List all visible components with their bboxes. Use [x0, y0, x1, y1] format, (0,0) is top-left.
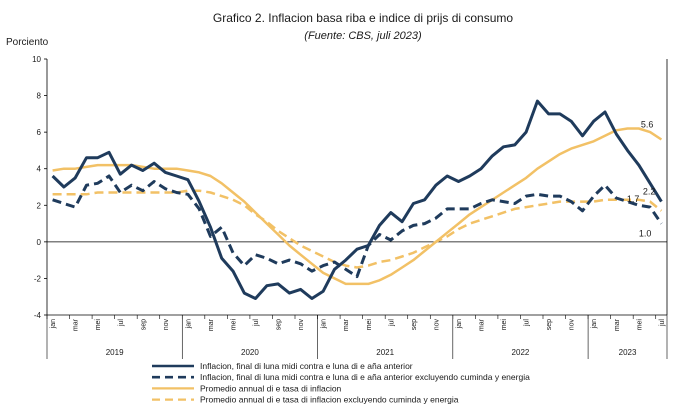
axes: -4 -2 0 2 4 6 8 10 jan mar mei jul sep nov jan mar mei ju…: [32, 55, 668, 359]
x-tick-label: jan: [591, 319, 598, 329]
x-tick-label: nov: [163, 319, 170, 331]
y-tick-label: 10: [32, 55, 41, 64]
x-tick-label: mar: [343, 318, 350, 331]
x-tick-label: jul: [659, 319, 666, 327]
series-lines: [51, 99, 663, 300]
end-value-label: 5.6: [641, 119, 654, 129]
x-tick-label: mar: [208, 318, 215, 331]
x-tick-label: sep: [140, 319, 147, 330]
x-tick-label: nov: [433, 319, 440, 331]
x-tick-label: jan: [456, 319, 463, 329]
year-label: 2022: [512, 348, 530, 357]
x-tick-label: mei: [231, 319, 238, 331]
x-tick-label: nov: [298, 319, 305, 331]
y-tick-label: 4: [37, 165, 42, 174]
year-label: 2023: [619, 348, 637, 357]
end-value-label: 2.2: [643, 187, 656, 197]
x-tick-label: mar: [614, 318, 621, 331]
x-tick-label: sep: [276, 319, 283, 330]
y-tick-label: 6: [37, 128, 42, 137]
y-tick-label: 0: [37, 238, 42, 247]
series-line: [52, 189, 663, 269]
x-tick-label: jul: [524, 319, 531, 327]
end-value-label: 1.7: [627, 194, 640, 204]
x-tick-label: mar: [479, 318, 486, 331]
x-tick-label: jan: [321, 319, 328, 329]
x-tick-label: sep: [546, 319, 553, 330]
y-tick-label: -4: [34, 311, 42, 320]
x-tick-label: mei: [501, 319, 508, 331]
x-tick-label: jul: [388, 319, 395, 327]
x-tick-label: sep: [411, 319, 418, 330]
x-tick-label: mar: [73, 318, 80, 331]
end-labels: 2.2 1.0 5.6 1.7: [627, 119, 656, 238]
legend-label: Promedio annual di e tasa di inflacion: [200, 383, 342, 393]
series-line: [52, 127, 663, 286]
legend: Inflacion, final di luna midi contra e l…: [152, 361, 530, 405]
x-tick-label: nov: [569, 319, 576, 331]
series-line: [51, 99, 663, 300]
x-tick-label: jan: [185, 319, 192, 329]
y-axis-label: Porciento: [6, 37, 49, 48]
y-tick-label: 8: [37, 92, 42, 101]
series-line: [52, 174, 663, 279]
y-tick-label: -2: [34, 274, 42, 283]
x-tick-label: mei: [95, 319, 102, 331]
end-value-label: 1.0: [639, 229, 652, 239]
legend-label: Inflacion, final di luna midi contra e l…: [200, 361, 413, 371]
x-tick-label: jul: [253, 319, 260, 327]
year-label: 2021: [376, 348, 394, 357]
legend-label: Inflacion, final di luna midi contra e l…: [200, 372, 530, 382]
chart-title: Grafico 2. Inflacion basa riba e indice …: [213, 11, 513, 25]
year-label: 2019: [106, 348, 124, 357]
year-label: 2020: [241, 348, 259, 357]
x-tick-label: mei: [636, 319, 643, 331]
legend-label: Promedio annual di e tasa di inflacion e…: [200, 395, 459, 405]
x-tick-label: jul: [118, 319, 125, 327]
x-tick-label: jan: [50, 319, 57, 329]
x-tick-label: mei: [366, 319, 373, 331]
y-tick-label: 2: [37, 201, 42, 210]
chart-subtitle: (Fuente: CBS, juli 2023): [304, 30, 422, 42]
